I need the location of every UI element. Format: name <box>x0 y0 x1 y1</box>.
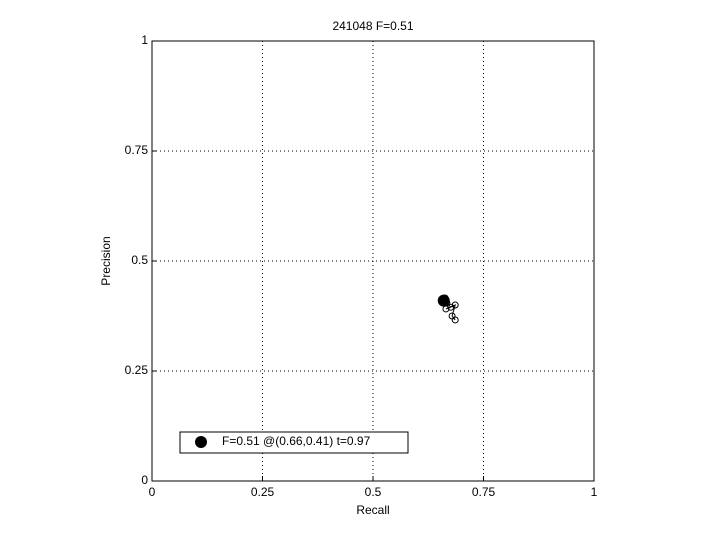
x-tick-label: 0.5 <box>365 485 382 499</box>
legend-box <box>179 431 409 454</box>
point <box>451 316 459 324</box>
y-tick-label: 0 <box>141 473 148 487</box>
x-tick-label: 0.25 <box>251 485 275 499</box>
x-tick-label: 0 <box>149 485 156 499</box>
x-tick-label: 0.75 <box>472 485 496 499</box>
x-tick-label: 1 <box>591 485 598 499</box>
y-tick-label: 1 <box>141 33 148 47</box>
y-tick-label: 0.25 <box>125 363 149 377</box>
legend-label: F=0.51 @(0.66,0.41) t=0.97 <box>222 434 371 448</box>
y-tick-label: 0.75 <box>125 143 149 157</box>
point <box>447 303 455 311</box>
best-point <box>437 294 450 307</box>
y-axis-label: Precision <box>99 236 113 285</box>
legend-marker <box>195 436 207 448</box>
chart-title: 241048 F=0.51 <box>332 19 413 33</box>
plot-frame <box>151 40 595 482</box>
y-tick-label: 0.5 <box>131 253 148 267</box>
x-axis-label: Recall <box>356 503 389 517</box>
point <box>451 301 459 309</box>
